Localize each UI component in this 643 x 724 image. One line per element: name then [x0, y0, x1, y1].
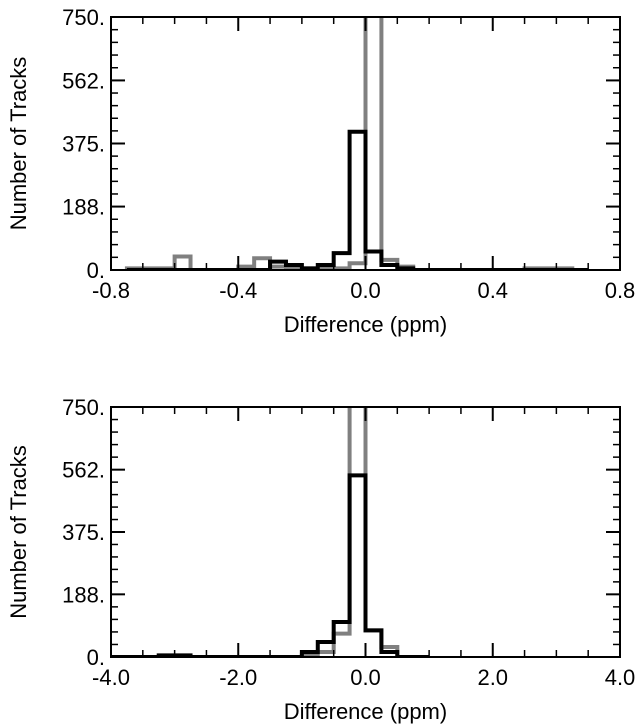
- y-tick-label: 375.: [62, 132, 105, 157]
- x-tick-label: -0.4: [219, 278, 257, 303]
- y-axis-label: Number of Tracks: [6, 445, 31, 619]
- histogram-series-group: [124, 16, 589, 270]
- y-tick-label: 0.: [87, 258, 105, 283]
- y-axis-label: Number of Tracks: [6, 57, 31, 231]
- x-tick-label: -2.0: [219, 665, 257, 690]
- x-tick-label: 0.0: [350, 278, 381, 303]
- y-tick-label: 750.: [62, 395, 105, 420]
- gray-histogram-series: [124, 16, 589, 270]
- bottom-histogram-panel: 0. 188. 375. 562. 750. -4.0 -2.0 0.0 2.0 4.0 Diffe…: [6, 395, 635, 724]
- x-tick-label: -4.0: [92, 665, 130, 690]
- black-histogram-series: [111, 473, 430, 657]
- y-tick-label: 188.: [62, 195, 105, 220]
- y-tick-label: 375.: [62, 520, 105, 545]
- x-axis-label: Difference (ppm): [284, 699, 447, 724]
- x-tick-label: -0.8: [92, 278, 130, 303]
- x-tick-label: 4.0: [605, 665, 636, 690]
- y-tick-label: 0.: [87, 645, 105, 670]
- x-tick-label: 0.0: [350, 665, 381, 690]
- x-tick-label: 2.0: [477, 665, 508, 690]
- x-axis-label: Difference (ppm): [284, 312, 447, 337]
- y-tick-label: 562.: [62, 68, 105, 93]
- histogram-series-group: [111, 406, 430, 657]
- y-tick-label: 750.: [62, 5, 105, 30]
- x-tick-label: 0.4: [477, 278, 508, 303]
- y-tick-label: 562.: [62, 458, 105, 483]
- x-tick-label: 0.8: [605, 278, 636, 303]
- y-tick-label: 188.: [62, 582, 105, 607]
- gray-histogram-series: [285, 406, 430, 657]
- black-histogram-series: [126, 129, 589, 270]
- top-histogram-panel: 0. 188. 375. 562. 750. -0.8 -0.4 0.0 0.4 0.8 Diffe…: [6, 5, 635, 337]
